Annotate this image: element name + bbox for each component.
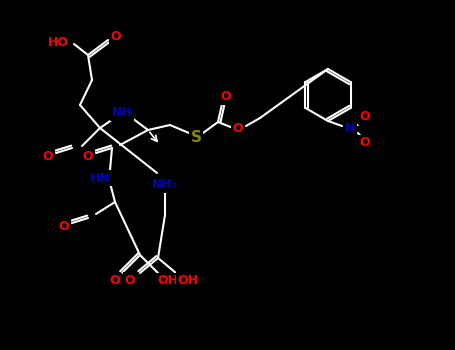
Text: NH₂: NH₂ (152, 178, 178, 191)
Text: HN: HN (90, 172, 111, 184)
Text: O: O (125, 273, 135, 287)
Text: OH: OH (157, 274, 178, 287)
Text: HO: HO (47, 35, 69, 49)
Text: OH: OH (177, 273, 198, 287)
Text: N: N (345, 122, 355, 135)
Text: O: O (59, 219, 69, 232)
Text: O: O (83, 149, 93, 162)
Text: NH: NH (111, 106, 132, 119)
Text: O: O (111, 29, 121, 42)
Text: O: O (233, 121, 243, 134)
Text: O: O (360, 136, 370, 149)
Text: O: O (43, 149, 53, 162)
Text: O: O (110, 274, 120, 287)
Text: S: S (191, 131, 202, 146)
Text: O: O (221, 91, 231, 104)
Text: O: O (360, 111, 370, 124)
